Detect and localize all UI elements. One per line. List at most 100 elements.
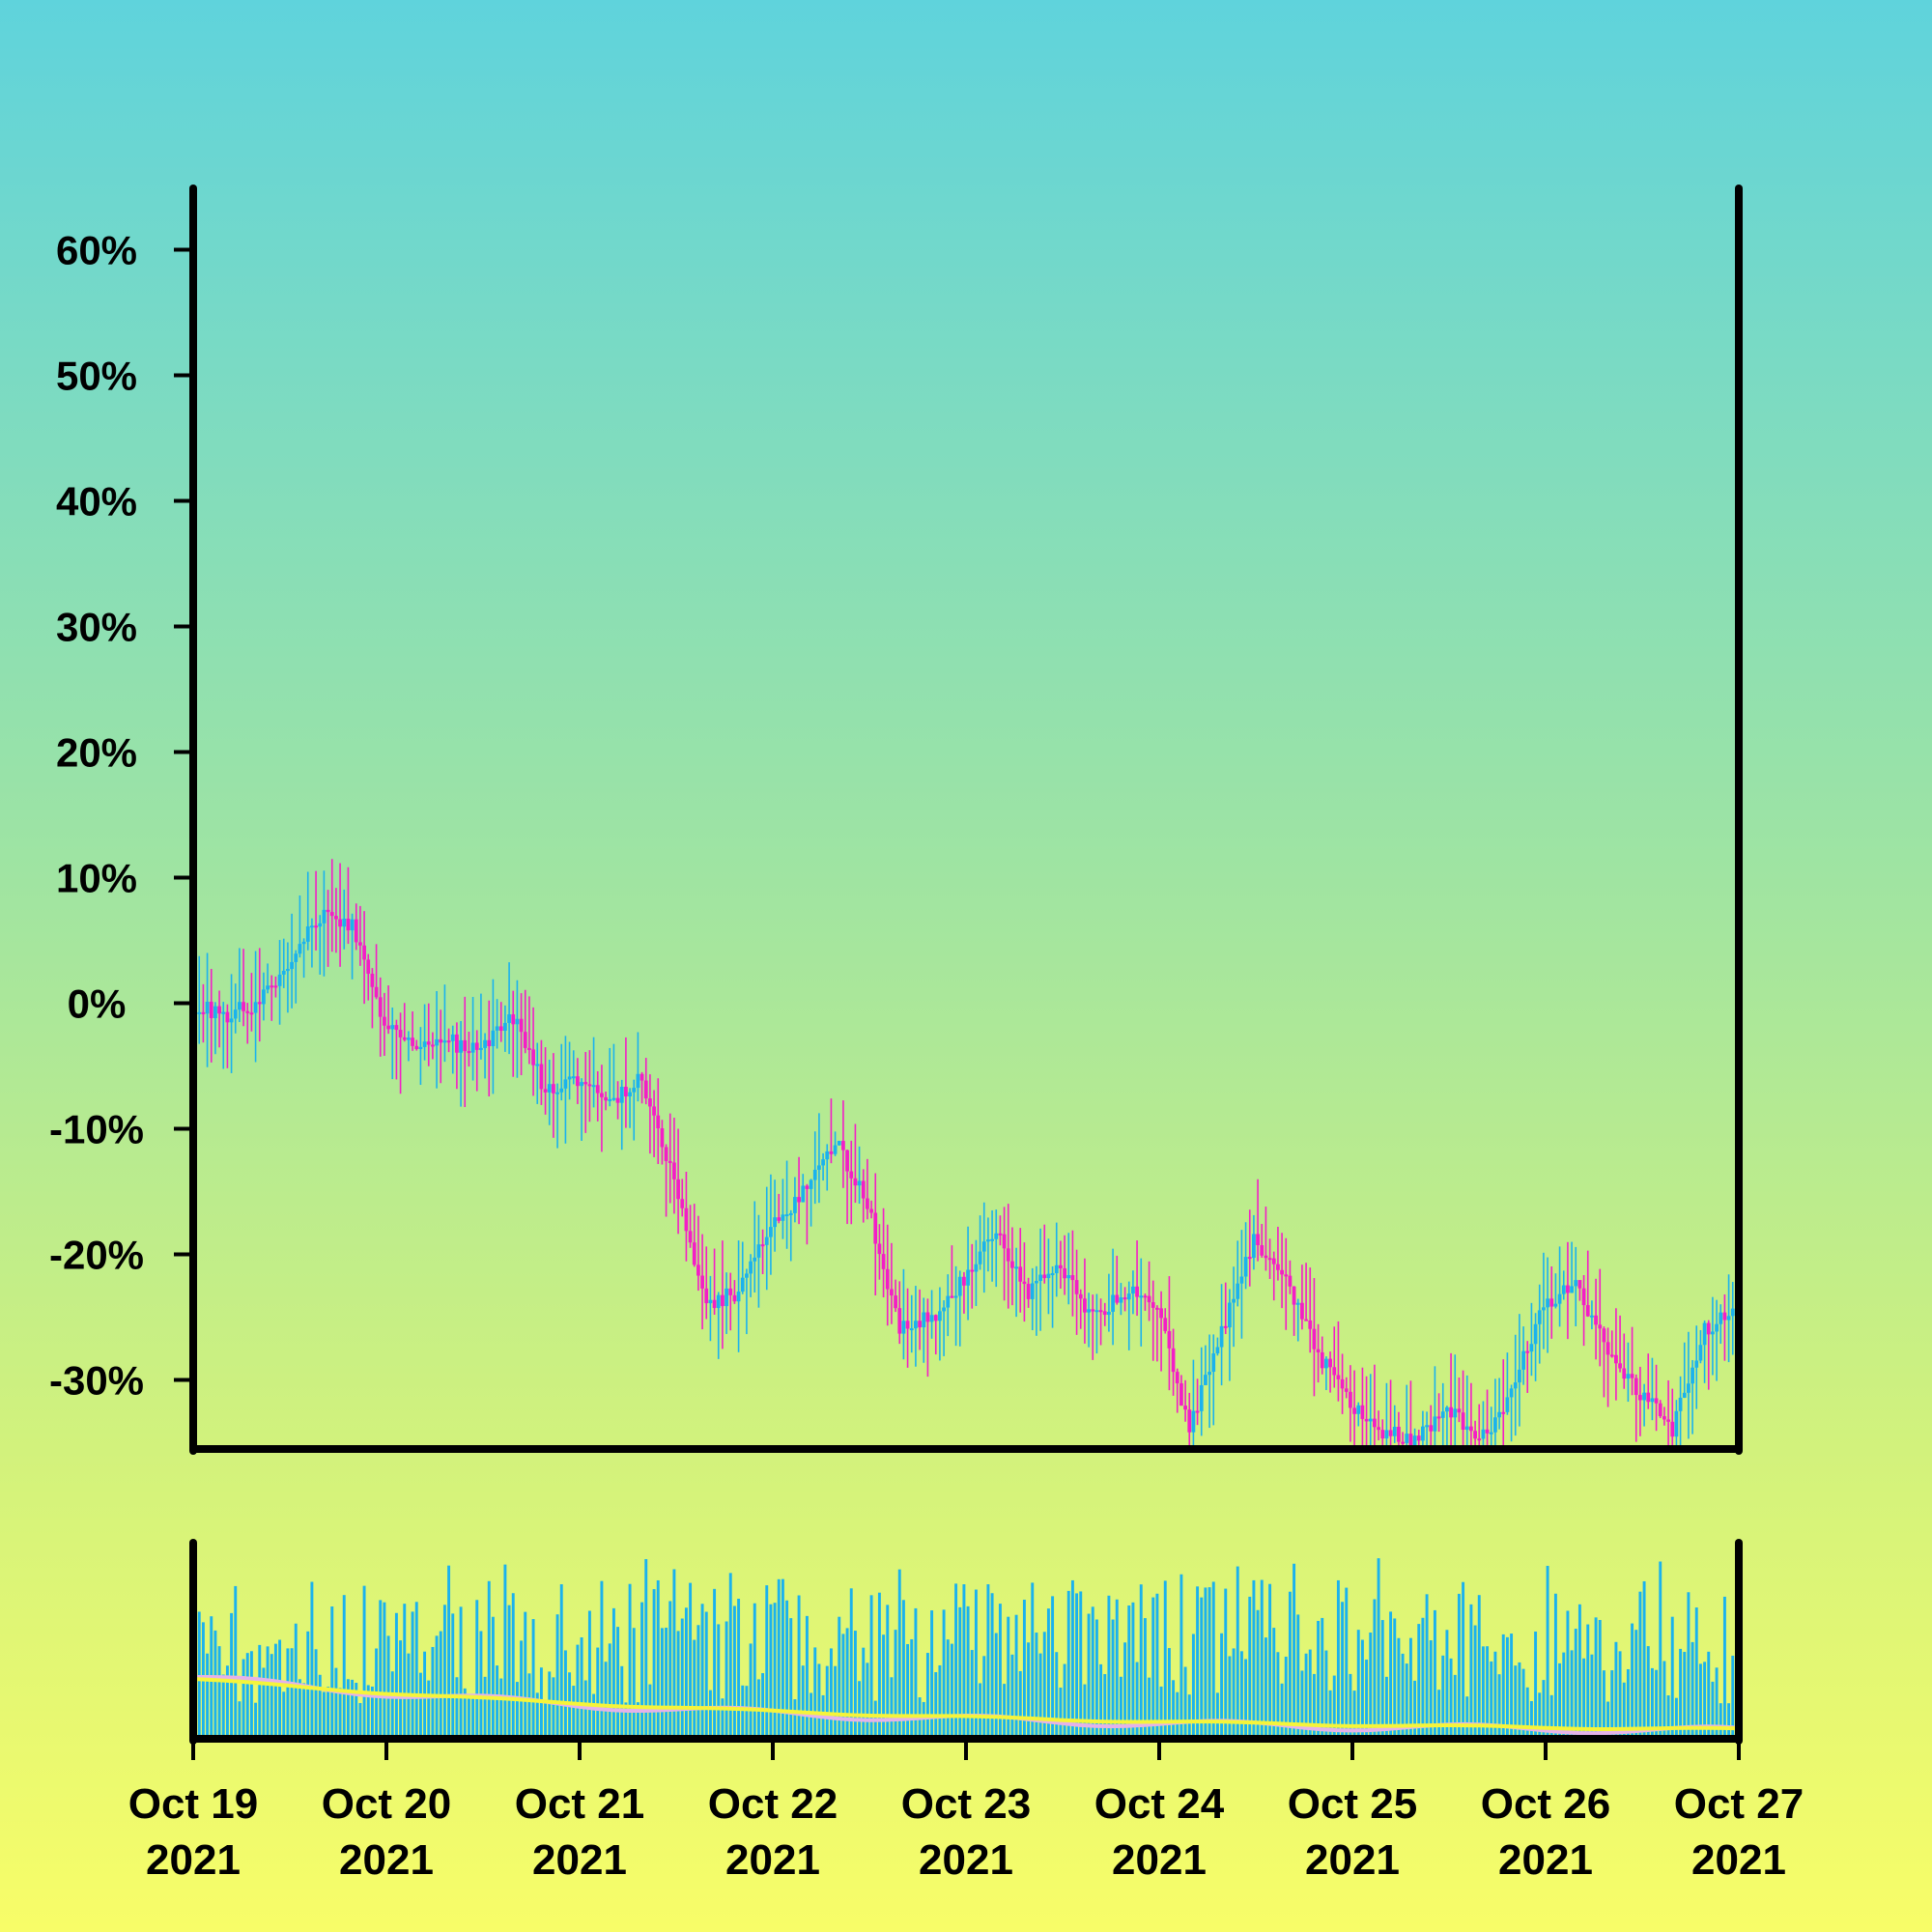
candle-body [233,1009,238,1019]
volume-bar [1365,1660,1369,1739]
candle-body [1711,1331,1715,1335]
candle-body [583,1082,588,1085]
candle-body [974,1264,979,1272]
candle-body [1722,1312,1727,1321]
volume-bar [628,1583,632,1739]
volume-bar [1293,1563,1296,1739]
candle-body [338,919,342,927]
volume-bar [785,1600,789,1739]
volume-bar [234,1585,238,1739]
candle-body [929,1315,934,1322]
candle-body [370,973,375,987]
volume-bar [1525,1687,1529,1739]
x-axis-ticks: Oct 19 2021 Oct 20 2021 Oct 21 2021 Oct 22 2021… [128,1739,1804,1884]
volume-bar [1534,1631,1538,1739]
volume-bar [877,1592,881,1739]
volume-bar [1538,1692,1542,1739]
volume-bar [451,1613,455,1739]
y-tick-label: 0% [68,981,127,1027]
volume-bar [1248,1596,1252,1739]
volume-bar [1598,1620,1602,1739]
volume-bar [346,1679,350,1739]
volume-bar [1445,1630,1449,1739]
candle-body [700,1275,704,1289]
candle-body [1405,1434,1409,1443]
volume-bar [1425,1594,1429,1739]
volume-bar [1666,1695,1670,1739]
volume-bar [1413,1680,1417,1739]
candle-body [571,1076,576,1079]
candle-body [1574,1280,1578,1287]
volume-bar [499,1678,503,1739]
candle-body [1533,1323,1538,1345]
candle-body [1416,1435,1421,1441]
volume-bar [1111,1619,1115,1739]
candle-body [998,1233,1003,1236]
candle-body [459,1039,463,1053]
candle-body [1638,1395,1642,1401]
candle-body [897,1308,902,1334]
volume-bar [721,1698,724,1739]
volume-bar [225,1665,229,1739]
volume-bar [1079,1591,1083,1739]
volume-bar [282,1691,286,1739]
candle-body [523,1032,527,1048]
candle-body [918,1321,922,1328]
volume-bar [942,1609,946,1739]
volume-bar [439,1631,442,1739]
candle-body [483,1039,487,1048]
candle-body [1501,1411,1506,1414]
volume-bar [1352,1690,1356,1739]
volume-bar [1529,1700,1533,1739]
volume-bar [1087,1613,1091,1739]
candle-body [1505,1397,1510,1412]
volume-bar [834,1665,838,1739]
candle-body [857,1180,862,1186]
volume-bar [587,1610,591,1739]
candle-body [205,1001,210,1014]
candle-body [1352,1407,1356,1414]
candle-body [1247,1257,1252,1260]
volume-bar [249,1651,253,1739]
candle-body [474,1042,479,1050]
candle-body [535,1064,540,1066]
candle-body [1642,1392,1646,1401]
candle-body [688,1231,693,1243]
volume-bar [713,1588,717,1739]
candle-body [394,1025,399,1031]
candle-body [1666,1419,1670,1422]
candle-body [1537,1310,1542,1324]
candle-body [708,1299,713,1304]
candle-body [1690,1367,1694,1384]
volume-bar [1215,1692,1219,1739]
volume-bar [1408,1637,1412,1739]
candle-body [845,1150,849,1172]
candle-body [318,923,323,927]
candle-body [901,1321,906,1334]
volume-bar [386,1635,390,1739]
volume-bar [1634,1630,1638,1739]
axes [189,185,1743,1745]
candle-body [1670,1421,1675,1437]
volume-bar [1163,1580,1167,1739]
volume-bar [1007,1616,1010,1739]
candle-body [354,919,358,943]
volume-bar [1497,1674,1501,1739]
volume-bar [1167,1648,1171,1739]
candle-body [990,1238,994,1241]
candle-body [1195,1410,1200,1413]
y-tick-label: -30% [49,1358,144,1404]
candle-body [1356,1405,1361,1414]
volume-bar [998,1604,1002,1739]
volume-bar [455,1677,459,1739]
volume-bar [1514,1665,1518,1739]
volume-bar [1670,1616,1674,1739]
candle-body [273,985,278,988]
candle-body [531,1049,535,1065]
candle-body [221,1011,226,1014]
candle-body [1324,1358,1328,1369]
volume-bar [845,1628,849,1739]
candle-body [450,1034,455,1041]
candle-body [1477,1438,1482,1441]
